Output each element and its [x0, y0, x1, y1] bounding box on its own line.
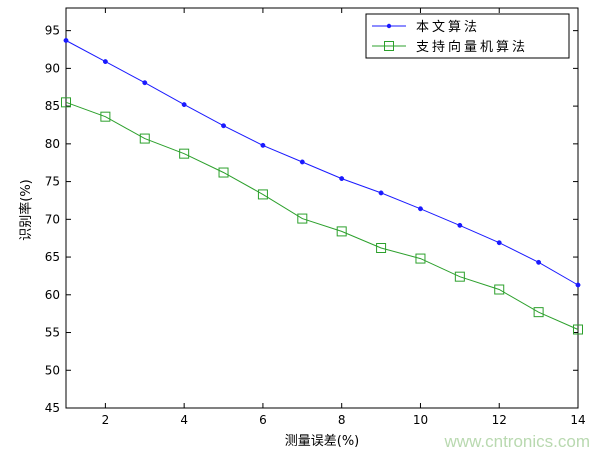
data-point [179, 148, 190, 159]
legend-label: 支持向量机算法 [416, 39, 528, 55]
data-point [376, 243, 387, 253]
data-point [494, 284, 505, 295]
data-point [496, 240, 502, 246]
legend-marker [384, 41, 394, 51]
legend-entry: 支持向量机算法 [372, 39, 528, 55]
x-tick-label: 4 [180, 413, 188, 427]
data-point [339, 176, 345, 182]
axes-frame [65, 7, 579, 409]
data-point [63, 38, 69, 43]
x-tick-label: 12 [492, 413, 507, 427]
data-point [573, 324, 583, 335]
y-tick-label: 55 [45, 326, 60, 340]
data-point [142, 80, 148, 86]
series-line [65, 40, 579, 286]
data-point [218, 167, 229, 178]
y-tick-label: 85 [45, 99, 60, 113]
watermark-text: www.cntronics.com [444, 432, 590, 451]
legend-entry: 本文算法 [372, 20, 480, 35]
legend-label: 本文算法 [416, 20, 480, 35]
y-tick-label: 80 [45, 137, 60, 151]
data-point [221, 123, 226, 129]
data-point [257, 189, 268, 200]
series-line [65, 101, 579, 330]
legend-box [365, 13, 570, 59]
x-axis-label: 测量误差(%) [285, 434, 360, 449]
data-point [100, 111, 111, 122]
data-point [536, 259, 542, 265]
y-tick-label: 50 [45, 363, 60, 377]
y-tick-label: 70 [45, 212, 60, 226]
plot-area [65, 7, 579, 409]
data-point [415, 253, 426, 264]
data-point [457, 222, 463, 228]
series-1 [63, 38, 581, 288]
data-point [336, 226, 347, 237]
data-point [299, 159, 305, 165]
x-tick-label: 10 [413, 413, 428, 427]
x-tick-label: 6 [259, 413, 267, 427]
legend-marker [386, 23, 392, 29]
data-point [61, 97, 71, 108]
x-tick-label: 14 [570, 413, 585, 427]
series-layer [61, 38, 583, 335]
x-tick-label: 8 [338, 413, 346, 427]
y-tick-label: 60 [45, 288, 60, 302]
data-point [139, 133, 150, 144]
y-tick-label: 75 [45, 175, 60, 189]
y-tick-label: 90 [45, 61, 60, 75]
data-point [260, 142, 266, 148]
data-point [378, 190, 384, 196]
data-point [297, 213, 308, 224]
series-2 [61, 97, 583, 335]
x-tick-label: 2 [102, 413, 110, 427]
y-axis-label: 识别率(%) [18, 179, 34, 241]
data-point [418, 206, 423, 212]
data-point [454, 271, 465, 282]
y-tick-label: 65 [45, 250, 60, 264]
data-point [533, 307, 544, 318]
data-point [181, 102, 187, 108]
data-point [575, 282, 581, 288]
data-point [102, 59, 108, 65]
y-tick-label: 95 [45, 24, 60, 38]
axis-ticks: 2 4 6 8 10 12 14 45 50 55 60 65 70 75 80 85 90 95 [45, 8, 586, 427]
y-tick-label: 45 [45, 401, 60, 415]
